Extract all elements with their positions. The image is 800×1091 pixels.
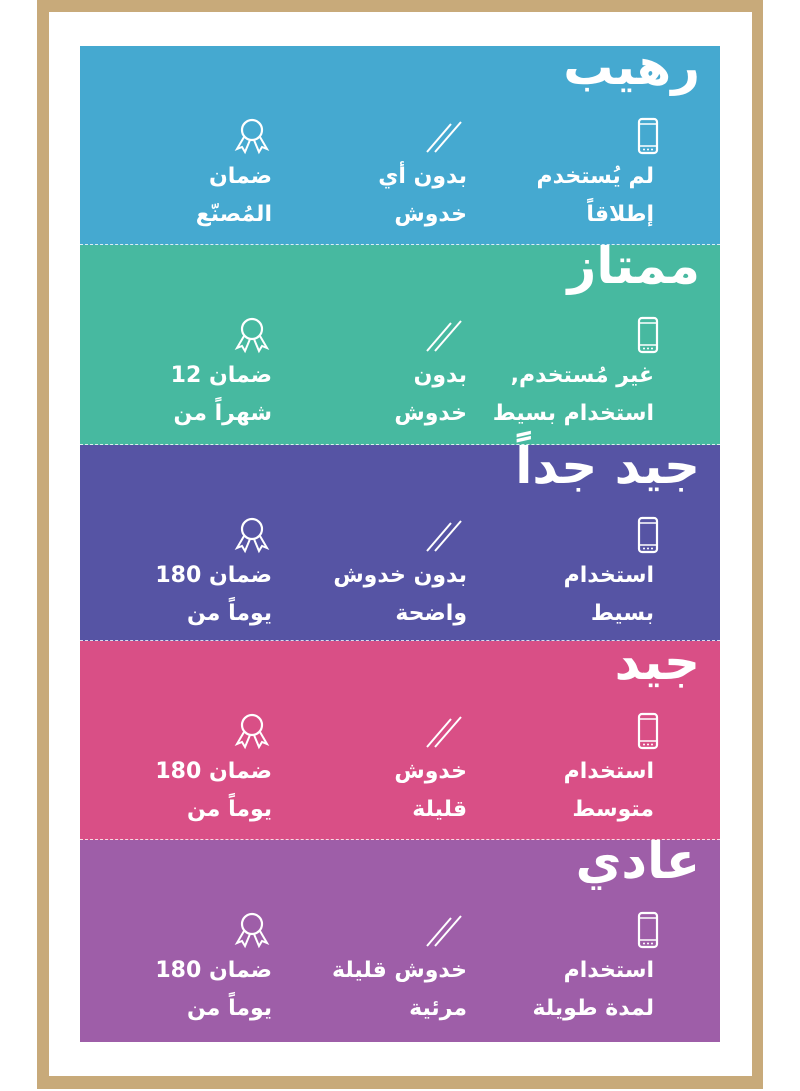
grade-section: رهيب لم يُستخدم إطلاقاً بدون أي خدوش ضمان ا… <box>80 42 720 245</box>
medal-icon <box>234 912 270 949</box>
scratches-text: بدون خدوش واضحة <box>333 557 467 633</box>
grade-section: عادي استخدام لمدة طويلة خدوش قليلة مرئية ض… <box>80 836 720 1042</box>
scratch-icon <box>426 915 462 947</box>
usage-text: لم يُستخدم إطلاقاً <box>537 158 655 234</box>
grade-title: جيد <box>614 633 701 691</box>
warranty-text: ضمان المُصنّع <box>196 158 272 234</box>
text-line: بدون <box>413 363 467 388</box>
text-line: ضمان 12 <box>170 363 272 388</box>
warranty-text: ضمان 12 شهراً من <box>171 357 272 433</box>
text-line: يوماً من <box>186 996 272 1021</box>
scratch-icon <box>426 121 462 153</box>
text-line: شهراً من <box>173 401 272 426</box>
usage-text: غير مُستخدم, استخدام بسيط <box>493 357 654 433</box>
medal-icon <box>234 517 270 554</box>
scratches-text: بدون خدوش <box>394 357 467 433</box>
phone-icon <box>637 316 659 354</box>
text-line: إطلاقاً <box>586 202 654 227</box>
phone-icon <box>637 117 659 155</box>
medal-icon <box>234 713 270 750</box>
scratches-text: خدوش قليلة <box>394 753 467 829</box>
phone-icon <box>637 911 659 949</box>
text-line: استخدام بسيط <box>492 401 654 426</box>
grade-section: ممتاز غير مُستخدم, استخدام بسيط بدون خدوش … <box>80 241 720 445</box>
scratch-icon <box>426 520 462 552</box>
text-line: لم يُستخدم <box>536 164 655 189</box>
usage-text: استخدام بسيط <box>564 557 654 633</box>
warranty-text: ضمان 180 يوماً من <box>155 952 272 1028</box>
text-line: متوسط <box>572 797 654 822</box>
text-line: ضمان 180 <box>155 563 272 588</box>
warranty-text: ضمان 180 يوماً من <box>155 753 272 829</box>
scratch-icon <box>426 320 462 352</box>
medal-icon <box>234 118 270 155</box>
text-line: ضمان 180 <box>155 759 272 784</box>
text-line: ضمان 180 <box>155 958 272 983</box>
section-divider <box>80 640 720 641</box>
text-line: يوماً من <box>186 797 272 822</box>
grade-section: جيد استخدام متوسط خدوش قليلة ضمان 180 يوماً… <box>80 637 720 840</box>
text-line: قليلة <box>412 797 467 822</box>
text-line: خدوش قليلة <box>332 958 467 983</box>
phone-icon <box>637 516 659 554</box>
medal-icon <box>234 317 270 354</box>
section-divider <box>80 244 720 245</box>
grade-title: رهيب <box>563 38 701 96</box>
warranty-text: ضمان 180 يوماً من <box>155 557 272 633</box>
text-line: بسيط <box>590 601 654 626</box>
scratches-text: خدوش قليلة مرئية <box>332 952 467 1028</box>
text-line: استخدام <box>563 958 654 983</box>
grade-title: ممتاز <box>567 237 701 295</box>
usage-text: استخدام متوسط <box>564 753 654 829</box>
text-line: بدون أي <box>378 164 467 189</box>
text-line: يوماً من <box>186 601 272 626</box>
text-line: استخدام <box>563 759 654 784</box>
text-line: استخدام <box>563 563 654 588</box>
scratches-text: بدون أي خدوش <box>378 158 467 234</box>
section-divider <box>80 839 720 840</box>
section-divider <box>80 444 720 445</box>
grade-title: جيد جداً <box>515 437 701 495</box>
grade-title: عادي <box>575 832 701 890</box>
text-line: المُصنّع <box>195 202 272 227</box>
text-line: لمدة طويلة <box>532 996 654 1021</box>
text-line: غير مُستخدم, <box>510 363 654 388</box>
text-line: خدوش <box>394 759 467 784</box>
usage-text: استخدام لمدة طويلة <box>533 952 654 1028</box>
grade-section: جيد جداً استخدام بسيط بدون خدوش واضحة ضمان… <box>80 441 720 641</box>
scratch-icon <box>426 716 462 748</box>
phone-icon <box>637 712 659 750</box>
text-line: واضحة <box>395 601 467 626</box>
text-line: مرئية <box>409 996 467 1021</box>
text-line: ضمان <box>208 164 272 189</box>
text-line: خدوش <box>394 401 467 426</box>
text-line: بدون خدوش <box>333 563 467 588</box>
text-line: خدوش <box>394 202 467 227</box>
